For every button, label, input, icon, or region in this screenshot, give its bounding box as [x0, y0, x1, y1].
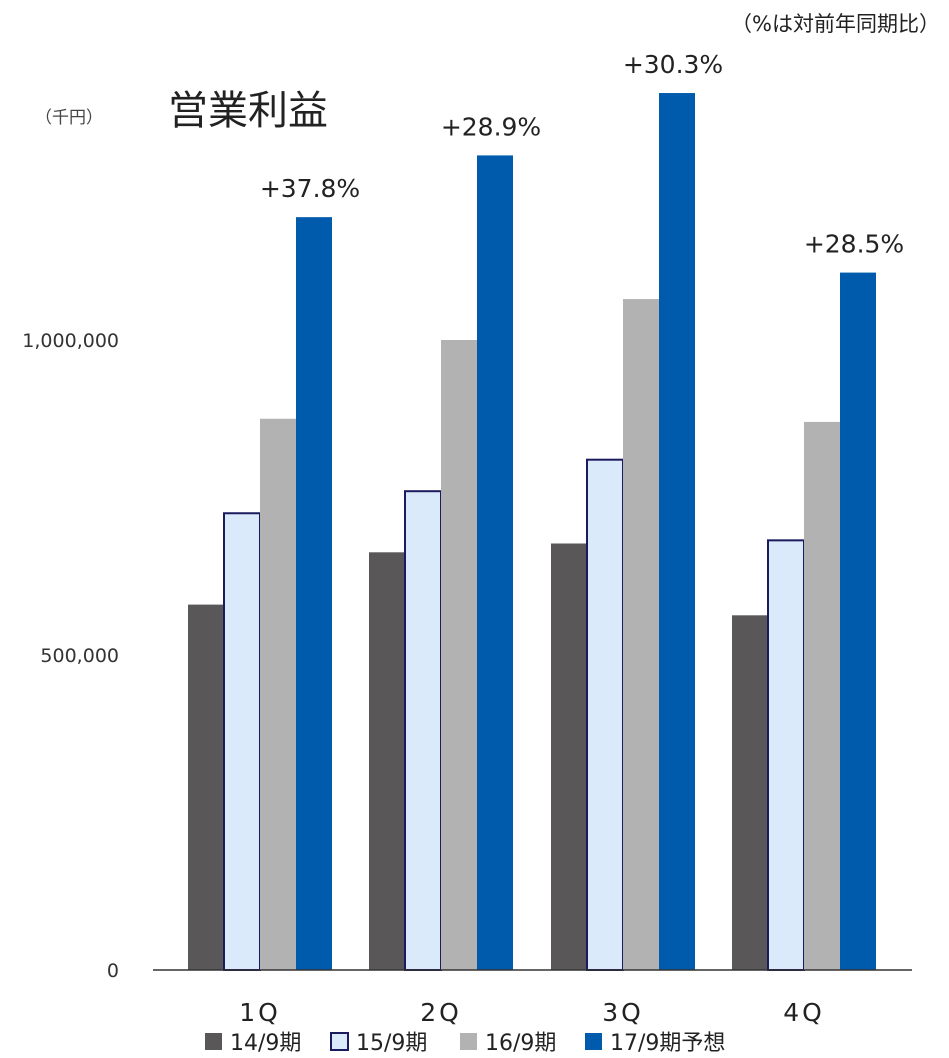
yoy-annotations: +37.8% +28.9% +30.3% +28.5% [260, 50, 904, 259]
bars [188, 93, 876, 972]
legend-label: 15/9期 [356, 1031, 427, 1056]
legend-swatch [205, 1033, 222, 1050]
x-axis-categories: 1Q 2Q 3Q 4Q [239, 998, 825, 1027]
yoy-label: +28.5% [804, 230, 904, 259]
bar-17-9-forecast [659, 93, 695, 971]
y-unit-label: （千円） [35, 108, 103, 128]
y-axis-ticks: 0 500,000 1,000,000 [22, 330, 119, 982]
bar-17-9-forecast [840, 272, 876, 971]
yoy-label: +37.8% [260, 174, 360, 203]
bar-17-9-forecast [296, 217, 332, 970]
chart-title: 営業利益 [168, 88, 328, 134]
bar-15-9 [223, 512, 261, 971]
bar-16-9 [260, 418, 296, 970]
bar-14-9 [732, 615, 768, 970]
bar-17-9-forecast [477, 155, 513, 970]
legend-swatch [460, 1033, 477, 1050]
y-tick-label: 500,000 [40, 645, 119, 667]
legend-swatch [585, 1033, 602, 1050]
bar-15-9 [404, 490, 442, 971]
x-category-label: 3Q [602, 998, 644, 1027]
legend-label: 16/9期 [485, 1031, 556, 1056]
legend-label: 14/9期 [230, 1031, 301, 1056]
bar-15-9 [767, 539, 805, 972]
bar-14-9 [551, 543, 587, 970]
bar-14-9 [369, 552, 405, 970]
y-tick-label: 0 [107, 960, 119, 982]
x-category-label: 4Q [783, 998, 825, 1027]
legend-swatch [330, 1032, 349, 1051]
legend: 14/9期 15/9期 16/9期 17/9期予想 [205, 1031, 725, 1056]
x-category-label: 1Q [239, 998, 281, 1027]
bar-16-9 [623, 299, 659, 970]
bar-16-9 [441, 340, 477, 970]
yoy-label: +28.9% [441, 112, 541, 141]
bar-14-9 [188, 604, 224, 970]
bar-16-9 [804, 421, 840, 970]
legend-label: 17/9期予想 [610, 1031, 725, 1056]
yoy-label: +30.3% [623, 50, 723, 79]
y-tick-label: 1,000,000 [22, 330, 119, 352]
bar-15-9 [586, 458, 624, 971]
x-category-label: 2Q [420, 998, 462, 1027]
yoy-note: （%は対前年同期比） [731, 12, 940, 36]
